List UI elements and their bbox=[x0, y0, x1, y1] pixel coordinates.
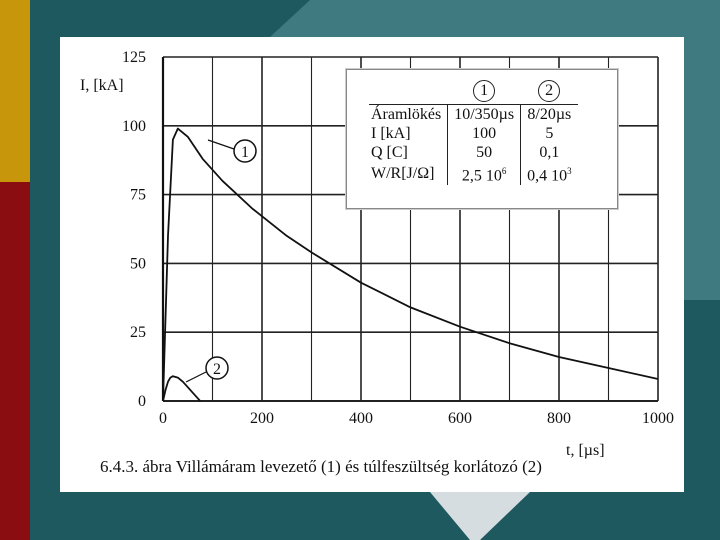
accent-bar-red bbox=[0, 182, 30, 540]
legend-cell: 8/20µs bbox=[520, 104, 578, 124]
legend-header-1-circle: 1 bbox=[473, 80, 496, 102]
series-1-line bbox=[162, 127, 659, 402]
series-2-label: 2 bbox=[213, 361, 221, 378]
legend-cell: 5 bbox=[545, 125, 554, 142]
x-tick-label: 600 bbox=[448, 410, 472, 427]
y-tick-label: 25 bbox=[130, 324, 146, 341]
y-axis-label: I, [kA] bbox=[80, 77, 124, 94]
x-axis-label: t, [µs] bbox=[566, 442, 605, 459]
legend-row-label: Áramlökés bbox=[369, 104, 449, 124]
legend-cell: 0,1 bbox=[539, 144, 560, 161]
legend-table-box: 1 2 Áramlökés 10/350µs 8/20µs I [kA] 100… bbox=[346, 69, 618, 209]
y-tick-label: 75 bbox=[130, 187, 146, 204]
accent-bar-gold bbox=[0, 0, 30, 182]
legend-cell-exponent: 3 bbox=[567, 166, 572, 176]
x-tick-label: 200 bbox=[250, 410, 274, 427]
y-tick-label: 100 bbox=[122, 118, 146, 135]
legend-table: 1 2 Áramlökés 10/350µs 8/20µs I [kA] 100… bbox=[369, 78, 578, 186]
y-tick-label: 50 bbox=[130, 255, 146, 272]
x-tick-label: 1000 bbox=[642, 410, 674, 427]
x-tick-label: 0 bbox=[159, 410, 167, 427]
legend-cell: 0,4 103 bbox=[521, 162, 578, 185]
legend-row-label: I [kA] bbox=[369, 124, 449, 143]
x-tick-label: 400 bbox=[349, 410, 373, 427]
legend-cell: 2,5 106 bbox=[447, 162, 522, 186]
legend-cell: 50 bbox=[447, 143, 522, 162]
legend-row-current: I [kA] 100 5 bbox=[369, 124, 578, 143]
legend-row-label: Q [C] bbox=[369, 143, 449, 162]
figure-caption: 6.4.3. ábra Villámáram levezető (1) és t… bbox=[100, 457, 542, 476]
y-tick-label: 125 bbox=[122, 49, 146, 66]
x-tick-label: 800 bbox=[547, 410, 571, 427]
series-2-line bbox=[162, 375, 201, 402]
legend-row-energy: W/R[J/Ω] 2,5 106 0,4 103 bbox=[369, 162, 578, 186]
legend-row-label: W/R[J/Ω] bbox=[369, 162, 449, 186]
series-group bbox=[162, 127, 659, 402]
legend-header-row: 1 2 bbox=[369, 78, 578, 105]
legend-cell: 10/350µs bbox=[447, 104, 522, 124]
legend-row-charge: Q [C] 50 0,1 bbox=[369, 143, 578, 162]
legend-cell-base: 0,4 10 bbox=[527, 167, 568, 185]
legend-header-1: 1 bbox=[448, 78, 521, 105]
legend-header-blank bbox=[369, 78, 448, 105]
series-2-marker: 2 bbox=[185, 356, 229, 383]
legend-cell: 100 bbox=[447, 124, 522, 143]
series-1-label: 1 bbox=[241, 144, 249, 161]
legend-header-2-circle: 2 bbox=[538, 80, 561, 102]
legend-cell-exponent: 6 bbox=[501, 166, 507, 176]
y-tick-label: 0 bbox=[138, 393, 146, 410]
legend-header-2: 2 bbox=[521, 78, 578, 105]
legend-cell-base: 2,5 10 bbox=[461, 167, 502, 185]
legend-row-aramlokes: Áramlökés 10/350µs 8/20µs bbox=[369, 104, 578, 124]
series-1-marker: 1 bbox=[207, 139, 257, 163]
figure-paper: 0 200 400 600 800 1000 0 25 50 75 100 125 I, [kA] t… bbox=[60, 37, 684, 492]
